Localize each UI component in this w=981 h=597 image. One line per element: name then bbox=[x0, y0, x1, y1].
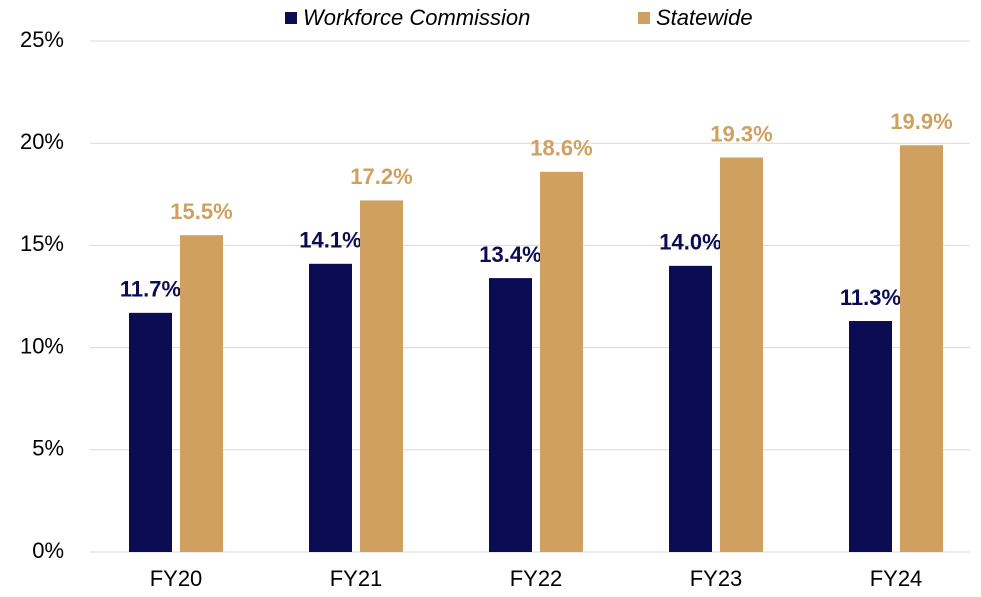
data-label: 17.2% bbox=[350, 164, 412, 189]
legend-swatch bbox=[638, 12, 650, 24]
x-tick-label: FY23 bbox=[690, 566, 743, 591]
bar bbox=[489, 278, 532, 552]
legend-label: Statewide bbox=[656, 5, 753, 30]
x-tick-label: FY21 bbox=[330, 566, 383, 591]
bar bbox=[720, 157, 763, 552]
bar bbox=[669, 265, 712, 552]
bar bbox=[849, 321, 892, 552]
data-label: 13.4% bbox=[479, 242, 541, 267]
data-label: 14.1% bbox=[299, 228, 361, 253]
y-tick-label: 20% bbox=[20, 129, 64, 154]
y-tick-label: 0% bbox=[32, 538, 64, 563]
y-tick-label: 15% bbox=[20, 231, 64, 256]
legend-label: Workforce Commission bbox=[303, 5, 530, 30]
bar bbox=[540, 171, 583, 553]
x-tick-label: FY20 bbox=[150, 566, 203, 591]
bar bbox=[129, 312, 172, 552]
legend-swatch bbox=[285, 12, 297, 24]
bar bbox=[309, 263, 352, 552]
data-label: 14.0% bbox=[659, 230, 721, 255]
y-tick-label: 10% bbox=[20, 333, 64, 358]
x-tick-label: FY22 bbox=[510, 566, 563, 591]
x-tick-label: FY24 bbox=[870, 566, 923, 591]
bar bbox=[360, 200, 403, 552]
bar bbox=[900, 145, 943, 552]
data-label: 18.6% bbox=[530, 136, 592, 161]
data-label: 11.7% bbox=[120, 277, 181, 302]
data-label: 19.3% bbox=[710, 121, 772, 146]
bar bbox=[180, 235, 223, 552]
data-label: 19.9% bbox=[890, 109, 952, 134]
data-label: 11.3% bbox=[840, 285, 901, 310]
y-tick-label: 5% bbox=[32, 436, 64, 461]
data-label: 15.5% bbox=[170, 199, 232, 224]
y-tick-label: 25% bbox=[20, 27, 64, 52]
